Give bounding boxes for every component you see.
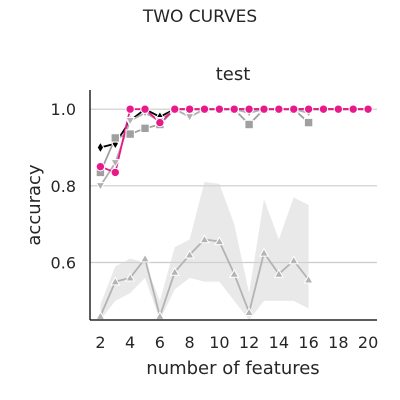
data-point	[199, 104, 210, 114]
data-point	[244, 119, 254, 130]
confidence-bands	[100, 182, 309, 320]
data-point	[348, 104, 358, 114]
x-tick-label: 12	[239, 333, 259, 352]
data-point	[125, 116, 136, 126]
chart-title: test	[216, 64, 251, 85]
data-point	[125, 129, 135, 139]
x-tick-label: 8	[185, 333, 195, 352]
data-point	[318, 104, 329, 114]
data-point	[288, 255, 299, 265]
data-point	[333, 104, 344, 114]
data-point	[258, 247, 270, 257]
data-point	[273, 268, 284, 278]
data-point	[229, 104, 239, 114]
data-point	[170, 104, 180, 114]
data-point	[244, 104, 254, 114]
data-point	[214, 236, 225, 246]
data-point	[184, 104, 195, 114]
series-markers	[95, 103, 373, 320]
data-point	[184, 113, 195, 123]
data-point	[214, 104, 225, 114]
x-tick-label: 4	[125, 333, 135, 352]
data-point	[110, 276, 121, 286]
series-line	[100, 108, 369, 174]
x-tick-label: 6	[155, 333, 165, 352]
data-point	[139, 253, 151, 263]
x-tick-label: 14	[269, 333, 289, 352]
confidence-band	[100, 182, 309, 320]
data-point	[125, 272, 136, 282]
x-tick-label: 10	[209, 333, 229, 352]
data-point	[110, 167, 120, 178]
y-ticks: 0.6 0.8 1.0	[51, 100, 76, 272]
data-point	[110, 133, 120, 143]
data-point	[140, 104, 150, 114]
data-point	[95, 182, 106, 192]
y-axis-label: accuracy	[24, 164, 45, 246]
x-tick-label: 16	[298, 333, 318, 352]
x-tick-label: 18	[328, 333, 348, 352]
data-point	[184, 249, 195, 259]
data-point	[363, 104, 373, 114]
data-point	[155, 117, 165, 128]
y-tick-label: 0.6	[51, 254, 76, 273]
y-tick-label: 1.0	[51, 100, 76, 119]
data-point	[110, 159, 121, 169]
data-point	[303, 104, 314, 114]
x-tick-label: 20	[358, 333, 378, 352]
y-tick-label: 0.8	[51, 177, 76, 196]
data-point	[169, 266, 180, 276]
data-point	[229, 268, 240, 278]
axes	[89, 90, 377, 321]
data-point	[244, 307, 255, 317]
x-tick-label: 2	[95, 333, 105, 352]
data-point	[199, 234, 210, 244]
chart-suptitle: TWO CURVES	[142, 7, 257, 27]
data-point	[95, 161, 106, 172]
data-point	[274, 104, 284, 114]
data-point	[303, 274, 314, 284]
data-point	[96, 141, 105, 154]
data-point	[259, 104, 269, 114]
x-ticks: 2 4 6 8 10 12 14 16 18 20	[95, 333, 378, 352]
data-point	[303, 117, 314, 128]
data-point	[140, 123, 150, 134]
data-point	[289, 104, 299, 114]
x-axis-label: number of features	[146, 358, 319, 379]
data-point	[125, 104, 135, 114]
